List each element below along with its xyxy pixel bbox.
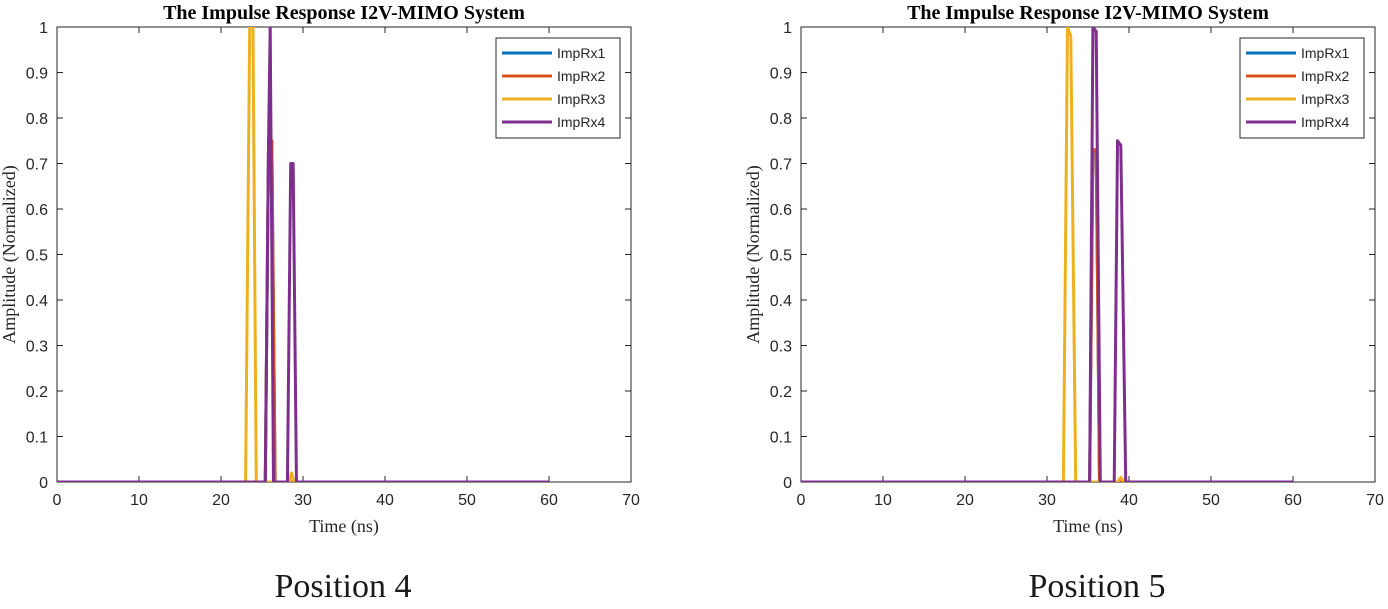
y-tick-label: 0.2 <box>770 384 792 401</box>
y-tick-label: 0.7 <box>26 157 48 174</box>
x-tick-label: 20 <box>212 492 230 509</box>
y-tick-label: 0.9 <box>26 66 48 83</box>
y-tick-label: 0.7 <box>770 157 792 174</box>
chart-title: The Impulse Response I2V-MIMO System <box>163 2 525 24</box>
legend-label: ImpRx1 <box>1301 45 1349 61</box>
y-tick-label: 0.4 <box>770 293 792 310</box>
series-line-imprx4 <box>801 27 1293 482</box>
x-tick-label: 40 <box>376 492 394 509</box>
x-tick-label: 60 <box>540 492 558 509</box>
y-tick-label: 0.8 <box>770 111 792 128</box>
y-tick-label: 1 <box>783 20 792 37</box>
y-tick-label: 0.4 <box>26 293 48 310</box>
y-tick-label: 0 <box>783 475 792 492</box>
y-tick-label: 0.9 <box>770 66 792 83</box>
x-tick-label: 50 <box>458 492 476 509</box>
y-tick-label: 0.3 <box>770 339 792 356</box>
x-tick-label: 0 <box>797 492 806 509</box>
y-tick-label: 0.5 <box>26 248 48 265</box>
legend: ImpRx1 ImpRx2 ImpRx3 ImpRx4 <box>1239 37 1365 139</box>
x-tick-label: 70 <box>1366 492 1384 509</box>
legend-label: ImpRx2 <box>557 68 605 84</box>
y-axis-label: Amplitude (Normalized) <box>0 165 20 343</box>
x-tick-label: 10 <box>130 492 148 509</box>
y-tick-label: 0 <box>39 475 48 492</box>
x-tick-label: 30 <box>294 492 312 509</box>
legend-label: ImpRx3 <box>557 91 605 107</box>
y-tick-label: 0.6 <box>26 202 48 219</box>
series-group <box>801 27 1293 482</box>
series-line-imprx2 <box>801 148 1293 482</box>
x-tick-label: 70 <box>622 492 640 509</box>
legend-label: ImpRx3 <box>1301 91 1349 107</box>
chart-panel-1: 0 10 20 30 40 50 60 70 0 0.1 0.2 0.3 0.4 0.5 0.6 0.7 0.8… <box>0 2 640 605</box>
panel-caption: Position 5 <box>1029 568 1166 605</box>
legend-label: ImpRx1 <box>557 45 605 61</box>
x-tick-label: 60 <box>1284 492 1302 509</box>
y-tick-label: 0.5 <box>770 248 792 265</box>
x-tick-label: 40 <box>1120 492 1138 509</box>
y-tick-label: 0.1 <box>26 430 48 447</box>
y-tick-label: 0.6 <box>770 202 792 219</box>
x-axis-label: Time (ns) <box>1053 516 1123 537</box>
x-tick-label: 0 <box>53 492 62 509</box>
panel-caption: Position 4 <box>275 568 412 605</box>
x-tick-label: 30 <box>1038 492 1056 509</box>
y-tick-label: 1 <box>39 20 48 37</box>
chart-title: The Impulse Response I2V-MIMO System <box>907 2 1269 24</box>
chart-panel-2: 0 10 20 30 40 50 60 70 0 0.1 0.2 0.3 0.4 0.5 0.6 0.7 0.8… <box>743 2 1384 605</box>
y-tick-label: 0.2 <box>26 384 48 401</box>
x-tick-label: 10 <box>874 492 892 509</box>
series-line-imprx3 <box>57 27 549 482</box>
legend: ImpRx1 ImpRx2 ImpRx3 ImpRx4 <box>495 37 621 139</box>
legend-label: ImpRx2 <box>1301 68 1349 84</box>
series-line-imprx3 <box>801 27 1293 482</box>
x-tick-label: 20 <box>956 492 974 509</box>
y-tick-label: 0.3 <box>26 339 48 356</box>
legend-label: ImpRx4 <box>1301 114 1349 130</box>
series-group <box>57 27 549 482</box>
y-axis-label: Amplitude (Normalized) <box>743 165 764 343</box>
x-axis-label: Time (ns) <box>309 516 379 537</box>
y-tick-label: 0.8 <box>26 111 48 128</box>
legend-label: ImpRx4 <box>557 114 605 130</box>
x-tick-label: 50 <box>1202 492 1220 509</box>
y-tick-label: 0.1 <box>770 430 792 447</box>
series-line-imprx4 <box>57 27 549 482</box>
